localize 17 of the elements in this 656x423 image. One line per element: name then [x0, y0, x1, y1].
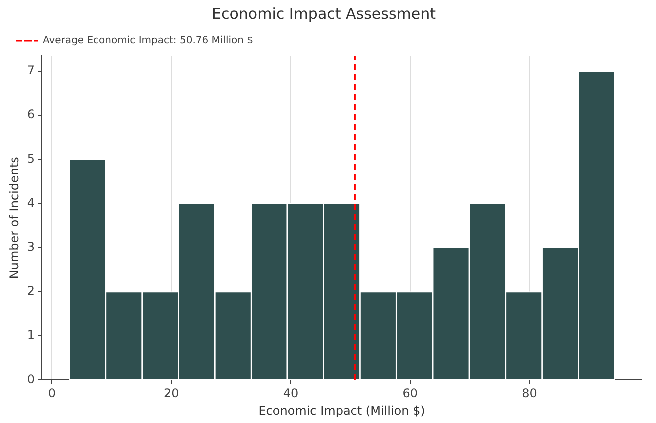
y-tick-label: 7 — [27, 64, 36, 78]
x-tick-label: 80 — [522, 386, 538, 401]
x-tick-label: 20 — [164, 386, 180, 401]
x-tick-label: 40 — [283, 386, 299, 401]
y-tick-label: 5 — [27, 152, 36, 166]
y-tick-label: 2 — [27, 284, 36, 298]
y-tick-label: 1 — [27, 328, 36, 342]
y-tick-label: 4 — [27, 196, 36, 210]
x-axis-title: Economic Impact (Million $) — [258, 404, 426, 418]
y-axis-title: Number of Incidents — [7, 157, 22, 280]
y-tick-label: 6 — [27, 108, 36, 122]
chart-title: Economic Impact Assessment — [212, 4, 436, 23]
y-tick-label: 3 — [27, 240, 36, 254]
y-tick-label: 0 — [27, 372, 36, 386]
x-tick-label: 0 — [48, 386, 56, 401]
legend-label: Average Economic Impact: 50.76 Million $ — [43, 36, 254, 47]
x-tick-label: 60 — [402, 386, 418, 401]
